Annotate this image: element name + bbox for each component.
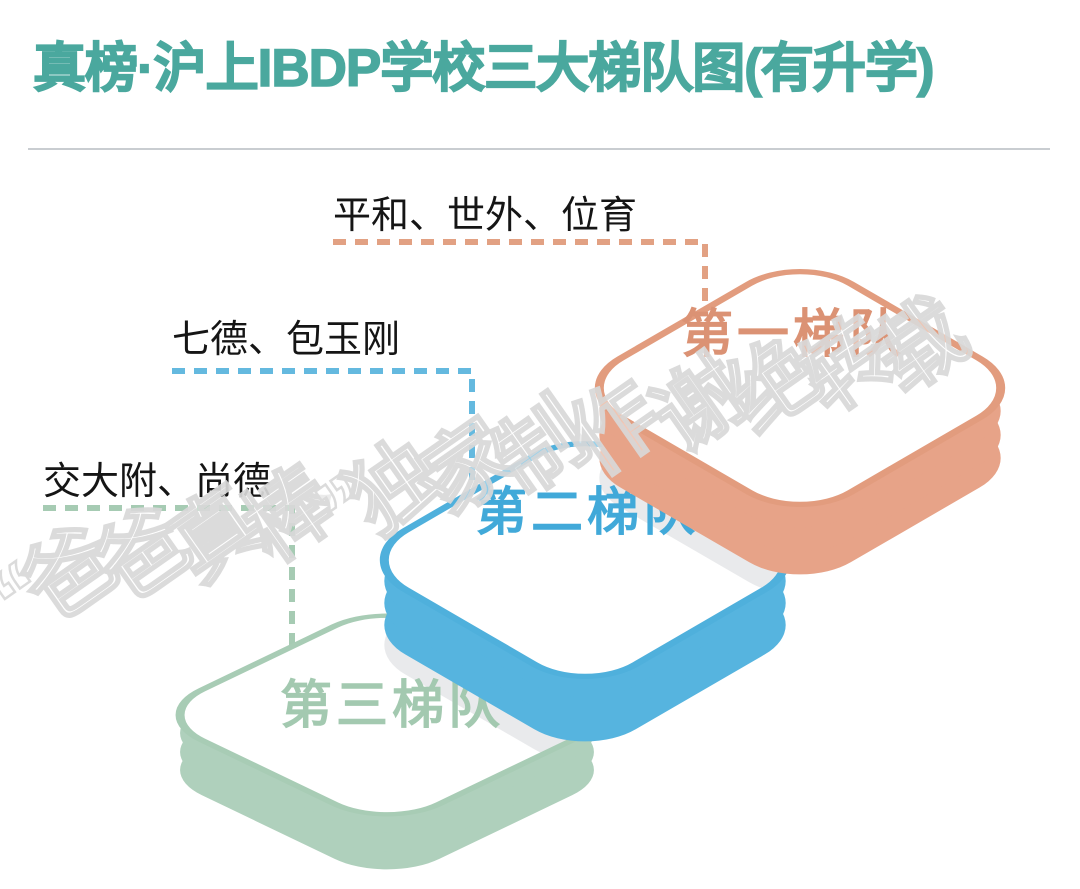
tier3-connector-line (43, 505, 295, 650)
page-title: 真榜·沪上IBDP学校三大梯队图(有升学) (32, 38, 935, 99)
title-divider (28, 148, 1050, 150)
tier1-schools-label: 平和、世外、位育 (333, 195, 637, 237)
tier2-connector-line (172, 368, 475, 500)
tier1-connector-line (333, 239, 708, 320)
tier3-schools-label: 交大附、尚德 (43, 461, 271, 503)
tier1-platform: 第一梯队 (569, 254, 1030, 592)
tier2-schools-label: 七德、包玉刚 (172, 319, 400, 361)
tier1-label: 第一梯队 (681, 306, 905, 364)
